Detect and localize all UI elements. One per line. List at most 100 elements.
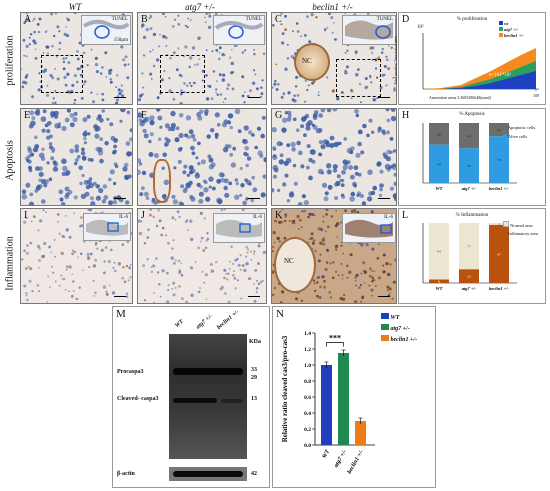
nucleus xyxy=(73,98,77,102)
nucleus xyxy=(166,138,171,143)
chart-l-title: % Inflammation xyxy=(455,213,489,218)
il6-inset: IL-6 xyxy=(83,213,131,241)
nucleus xyxy=(138,98,142,102)
nucleus xyxy=(72,280,75,283)
nucleus xyxy=(382,253,386,257)
nucleus xyxy=(334,196,339,200)
nucleus xyxy=(333,22,335,24)
nucleus xyxy=(393,172,396,177)
marker-42: 42 xyxy=(251,471,257,477)
nucleus xyxy=(371,46,375,50)
nucleus xyxy=(368,284,371,287)
nucleus xyxy=(174,18,177,21)
nucleus xyxy=(141,186,145,190)
bar-1-2 xyxy=(489,136,509,183)
nucleus xyxy=(76,298,79,301)
nucleus xyxy=(333,182,339,187)
nucleus xyxy=(333,141,339,148)
nucleus xyxy=(196,63,199,66)
nucleus xyxy=(30,152,35,157)
nucleus xyxy=(355,284,357,287)
nucleus xyxy=(42,69,46,74)
nucleus xyxy=(282,92,286,96)
nucleus xyxy=(159,125,163,129)
nucleus xyxy=(74,148,80,153)
nucleus xyxy=(38,259,41,262)
nucleus xyxy=(330,215,333,218)
tunel-inset: TUNEL xyxy=(342,15,396,45)
nucleus xyxy=(323,285,327,289)
nucleus xyxy=(253,299,257,303)
nucleus xyxy=(112,150,116,155)
nucleus xyxy=(82,269,84,272)
nucleus xyxy=(120,89,124,93)
nucleus xyxy=(316,277,319,280)
nucleus xyxy=(253,48,255,51)
nucleus xyxy=(300,35,302,38)
nucleus xyxy=(214,112,220,118)
nucleus xyxy=(104,141,109,146)
nucleus xyxy=(328,13,331,16)
nucleus xyxy=(102,285,107,289)
nucleus xyxy=(234,178,239,182)
nucleus xyxy=(161,226,165,230)
nucleus xyxy=(50,114,54,118)
nucleus xyxy=(277,188,281,192)
nucleus xyxy=(164,123,170,129)
nucleus xyxy=(345,65,349,69)
rect-marker xyxy=(216,219,262,238)
nucleus xyxy=(357,68,360,71)
nucleus xyxy=(284,28,288,32)
nucleus xyxy=(276,141,282,147)
chart-d-legend: wt atg7 +/- beclin1 +/- xyxy=(499,21,524,39)
nucleus xyxy=(371,51,374,54)
nucleus xyxy=(389,137,394,141)
nucleus xyxy=(143,191,149,197)
band-cleaved-caspase3 xyxy=(173,398,217,403)
nucleus xyxy=(149,173,155,179)
panel-letter-f: F xyxy=(141,110,147,121)
nucleus xyxy=(46,129,51,134)
nucleus xyxy=(152,264,156,268)
nucleus xyxy=(348,270,352,274)
nucleus xyxy=(37,88,41,92)
nucleus xyxy=(232,146,237,151)
nucleus xyxy=(29,267,33,271)
nucleus xyxy=(222,101,225,103)
nucleus xyxy=(126,295,129,298)
nucleus xyxy=(36,284,39,287)
nucleus xyxy=(44,68,47,71)
nucleus xyxy=(272,187,275,193)
nucleus xyxy=(93,295,96,297)
scale-bar xyxy=(378,295,390,297)
nucleus xyxy=(354,279,357,282)
nucleus xyxy=(333,38,337,41)
nucleus xyxy=(92,264,97,268)
nucleus xyxy=(245,163,249,168)
nucleus xyxy=(360,272,363,275)
nucleus xyxy=(190,133,196,139)
nucleus xyxy=(71,249,75,252)
nucleus xyxy=(83,240,86,243)
bar-1-0 xyxy=(429,144,449,183)
legend-item-wt: wt xyxy=(499,21,524,27)
y-tick-label: 0.0 xyxy=(304,443,311,449)
nucleus xyxy=(105,292,109,296)
nucleus xyxy=(37,229,40,232)
nucleus xyxy=(105,290,108,293)
nucleus xyxy=(262,251,265,254)
nucleus xyxy=(148,152,154,157)
nucleus xyxy=(141,93,144,96)
nucleus xyxy=(364,77,368,80)
nucleus xyxy=(178,201,183,205)
nucleus xyxy=(122,266,125,269)
panel-d-proliferation-chart: D % proliferation 10² Total number/ Anno… xyxy=(393,12,546,105)
nucleus xyxy=(51,265,53,268)
nucleus xyxy=(66,34,70,38)
nucleus xyxy=(210,162,216,168)
nucleus xyxy=(48,142,53,146)
nucleus xyxy=(233,277,237,280)
nucleus xyxy=(109,122,114,127)
nucleus xyxy=(74,161,78,166)
nucleus xyxy=(153,301,156,303)
